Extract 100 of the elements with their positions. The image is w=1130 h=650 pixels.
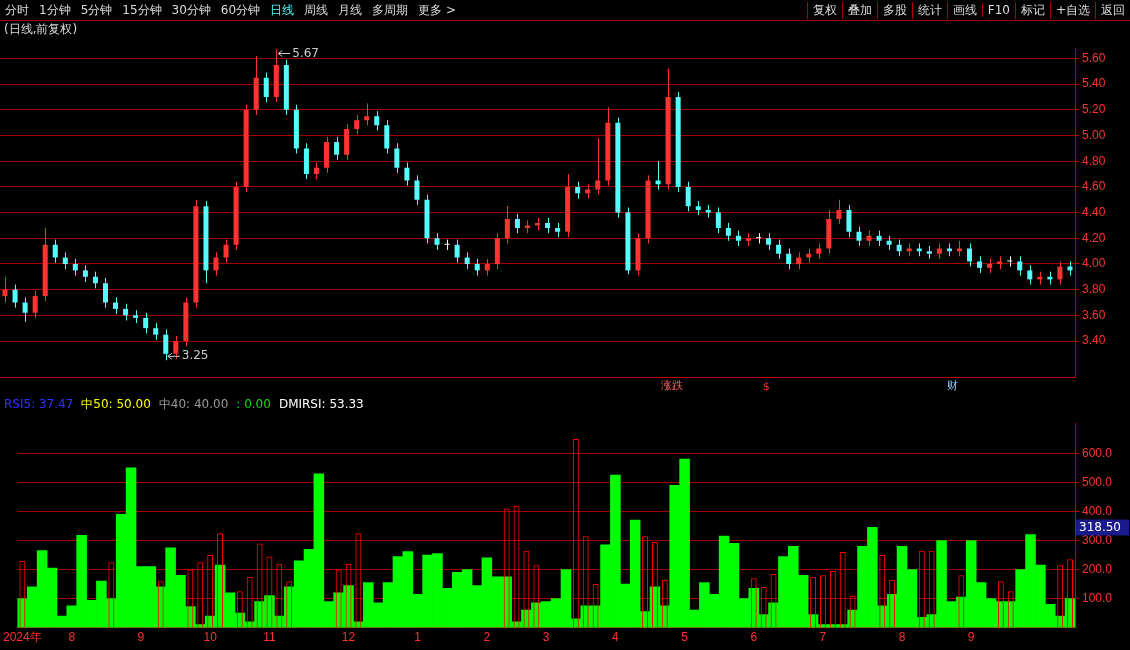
candlestick xyxy=(223,239,229,264)
candlestick xyxy=(444,239,450,251)
candlestick xyxy=(414,174,420,206)
candlestick xyxy=(2,276,8,304)
text: 15分钟 xyxy=(121,1,163,19)
candlestick xyxy=(595,137,601,196)
text: : 0.00 xyxy=(236,397,271,411)
annotation: 5.67 xyxy=(292,45,319,60)
candlestick xyxy=(354,114,360,135)
y-tick-label: 5.20 xyxy=(1082,102,1106,117)
y-tick-label: 200.0 xyxy=(1082,561,1113,576)
text: 涨跌 xyxy=(661,378,684,393)
x-tick-label: 8 xyxy=(68,630,76,645)
x-tick-label: 7 xyxy=(819,630,827,645)
candlestick xyxy=(263,72,269,103)
x-tick-label: 8 xyxy=(898,630,906,645)
y-tick-label: 3.60 xyxy=(1082,307,1106,322)
candlestick xyxy=(1017,255,1023,277)
x-tick-label: 11 xyxy=(263,630,276,645)
candlestick xyxy=(384,119,390,155)
x-tick-label: 9 xyxy=(967,630,975,645)
candlestick xyxy=(12,284,18,309)
text: 更多 > xyxy=(417,1,457,19)
text: 复权 xyxy=(806,1,842,19)
candlestick xyxy=(655,160,661,190)
candlestick xyxy=(514,213,520,234)
text: F10 xyxy=(981,3,1015,17)
text: RSI5: 37.47 xyxy=(4,397,74,411)
candlestick xyxy=(967,242,973,268)
candlestick xyxy=(22,296,28,323)
candlestick xyxy=(715,206,721,234)
candlestick xyxy=(52,239,58,264)
text: 30分钟 xyxy=(170,1,212,19)
x-tick-label: 2 xyxy=(483,630,491,645)
text: 月线 xyxy=(337,1,364,19)
y-tick-label: 400.0 xyxy=(1082,503,1113,518)
text: 1分钟 xyxy=(38,1,72,19)
candlestick xyxy=(1027,264,1033,286)
text: 画线 xyxy=(946,1,982,19)
y-tick-label: 5.40 xyxy=(1082,76,1106,91)
x-tick-label: 2024年 xyxy=(3,630,42,645)
y-tick-label: 100.0 xyxy=(1082,590,1113,605)
y-tick-label: 300.0 xyxy=(1082,532,1113,547)
candlestick xyxy=(163,328,169,361)
candlestick xyxy=(856,226,862,247)
x-tick-label: 12 xyxy=(341,630,356,645)
x-tick-label: 10 xyxy=(203,630,218,645)
x-tick-label: 5 xyxy=(681,630,689,645)
candlestick xyxy=(394,142,400,174)
y-tick-label: 5.60 xyxy=(1082,50,1106,65)
y-tick-label: 4.00 xyxy=(1082,256,1106,271)
candlestick xyxy=(213,251,219,277)
candlestick xyxy=(846,204,852,238)
candlestick xyxy=(685,181,691,212)
y-tick-label: 4.80 xyxy=(1082,153,1106,168)
x-tick-label: 4 xyxy=(612,630,620,645)
text: 统计 xyxy=(911,1,947,19)
x-tick-label: 3 xyxy=(542,630,550,645)
x-tick-label: 9 xyxy=(137,630,145,645)
candlestick xyxy=(364,102,370,126)
text: 返回 xyxy=(1095,1,1130,19)
chart-title: (日线,前复权) xyxy=(4,21,78,38)
text: 318.50 xyxy=(1079,519,1121,534)
text: 分时 xyxy=(4,1,30,19)
x-tick-label: 1 xyxy=(414,630,422,645)
text: 标记 xyxy=(1014,1,1050,19)
text: +自选 xyxy=(1049,1,1095,19)
y-tick-label: 4.20 xyxy=(1082,230,1106,245)
candlestick xyxy=(836,199,842,225)
text: 多股 xyxy=(876,1,912,19)
x-tick-label: 6 xyxy=(750,630,758,645)
candlestick xyxy=(143,312,149,334)
text: 60分钟 xyxy=(219,1,262,19)
candlestick xyxy=(374,110,380,131)
text: DMIRSI: 53.33 xyxy=(278,397,364,411)
text: 周线 xyxy=(303,1,330,19)
candlestick xyxy=(334,136,340,161)
candlestick xyxy=(173,335,179,360)
candlestick xyxy=(776,239,782,260)
text: $ xyxy=(762,380,770,393)
candlestick xyxy=(786,248,792,270)
text: 财 xyxy=(946,378,958,393)
text: 5分钟 xyxy=(79,1,114,19)
candlestick xyxy=(102,277,108,309)
y-tick-label: 4.40 xyxy=(1082,204,1106,219)
candlestick xyxy=(404,162,410,187)
y-tick-label: 3.40 xyxy=(1082,333,1106,348)
candlestick xyxy=(504,205,510,244)
text: 多周期 xyxy=(371,1,410,19)
candlestick xyxy=(1057,260,1063,286)
text: 日线 xyxy=(269,1,296,19)
y-tick-label: 500.0 xyxy=(1082,474,1113,489)
text: 中40: 40.00 xyxy=(158,395,229,413)
y-tick-label: 5.00 xyxy=(1082,127,1106,142)
y-tick-label: 3.80 xyxy=(1082,281,1106,296)
candlestick xyxy=(454,239,460,264)
y-tick-label: 600.0 xyxy=(1082,445,1113,460)
text: 中50: 50.00 xyxy=(81,395,151,413)
candlestick xyxy=(756,232,762,244)
annotation: 3.25 xyxy=(181,348,209,363)
